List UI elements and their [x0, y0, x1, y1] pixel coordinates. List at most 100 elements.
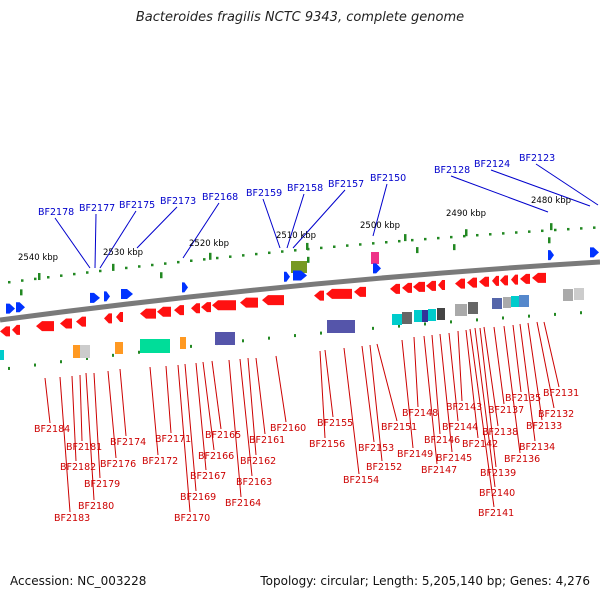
reverse-leader-line: [239, 358, 253, 477]
reverse-leader-line: [177, 364, 191, 513]
kbp-tick-labels: 2480 kbp 2490 kbp 2500 kbp 2510 kbp 2520 kbp…: [18, 196, 571, 263]
feature-box: [392, 314, 402, 325]
genome-backbone: [0, 259, 600, 323]
scale-dot: [34, 277, 37, 281]
scale-dot: [73, 272, 76, 276]
forward-gene-label: BF2150: [370, 173, 406, 184]
reverse-gene-label: BF2182: [60, 462, 96, 473]
reverse-gene-label: BF2161: [249, 435, 285, 446]
reverse-gene-label: BF2160: [270, 423, 306, 434]
reverse-leader-line: [512, 324, 522, 393]
track-dot: [60, 360, 62, 364]
forward-gene-arrow: [293, 270, 307, 281]
reverse-leader-line: [119, 368, 127, 437]
scale-dot: [177, 260, 180, 264]
scale-dot: [398, 239, 401, 243]
reverse-leader-line: [247, 357, 257, 456]
reverse-gene-label: BF2145: [436, 453, 472, 464]
scale-dot: [21, 279, 24, 282]
reverse-gene-label: BF2176: [100, 459, 136, 470]
feature-box: [414, 310, 422, 322]
forward-leader-line: [94, 213, 97, 269]
feature-box: [0, 350, 4, 360]
scale-dot: [463, 234, 466, 238]
reverse-leader-line: [319, 350, 326, 439]
reverse-gene-label: BF2162: [240, 456, 276, 467]
map-title: Bacteroides fragilis NCTC 9343, complete…: [135, 10, 465, 25]
reverse-gene-label: BF2181: [66, 442, 102, 453]
kbp-tick-label: 2500 kbp: [360, 221, 400, 231]
reverse-gene-label: BF2134: [519, 442, 555, 453]
forward-gene-label: BF2173: [160, 196, 196, 207]
major-tick: [465, 229, 468, 237]
track-dot: [554, 312, 556, 316]
forward-leader-line: [372, 183, 388, 237]
reverse-gene-label: BF2156: [309, 439, 345, 450]
scale-dot: [203, 258, 206, 261]
forward-leader-line: [54, 217, 91, 269]
reverse-leader-line: [202, 361, 215, 451]
scale-dot: [372, 242, 375, 245]
reverse-gene-label: BF2183: [54, 513, 90, 524]
minor-tick: [548, 237, 551, 244]
reverse-gene-label: BF2172: [142, 456, 178, 467]
reverse-leader-line: [107, 370, 117, 459]
forward-leader-line: [99, 210, 137, 269]
reverse-leader-line: [431, 334, 441, 435]
feature-box: [574, 288, 584, 300]
minor-tick: [416, 247, 419, 254]
reverse-leader-line: [536, 321, 555, 409]
track-dot: [320, 331, 322, 335]
track-dot: [502, 316, 504, 320]
major-tick: [209, 252, 212, 260]
gene-arrows: [0, 247, 599, 337]
reverse-gene-label: BF2154: [343, 475, 379, 486]
scale-dot: [333, 245, 336, 248]
forward-leader-line: [490, 169, 591, 207]
scale-dot: [346, 244, 349, 247]
reverse-gene-arrow: [500, 275, 508, 286]
minor-tick: [307, 256, 310, 263]
reverse-gene-label: BF2144: [442, 422, 478, 433]
reverse-leader-line: [369, 344, 383, 462]
track-dot: [476, 318, 478, 322]
reverse-leader-line: [44, 377, 51, 424]
reverse-leader-line: [423, 335, 438, 465]
scale-dot: [47, 276, 50, 279]
reverse-gene-label: BF2165: [205, 430, 241, 441]
label-leader-lines: [44, 163, 599, 513]
scale-dot: [567, 227, 570, 231]
reverse-leader-line: [165, 365, 172, 434]
kbp-tick-label: 2480 kbp: [531, 196, 571, 206]
track-dot: [450, 320, 452, 324]
feature-boxes: [0, 252, 584, 360]
reverse-leader-line: [361, 345, 375, 443]
reverse-gene-label: BF2137: [488, 405, 524, 416]
reverse-gene-label: BF2147: [421, 465, 457, 476]
reverse-leader-line: [457, 330, 463, 402]
reverse-leader-line: [324, 349, 334, 418]
reverse-gene-arrow: [191, 303, 200, 314]
reverse-leader-line: [493, 326, 505, 405]
reverse-leader-line: [85, 372, 95, 501]
reverse-gene-arrow: [511, 274, 518, 285]
scale-dot: [164, 262, 167, 265]
scale-dot: [268, 251, 271, 255]
track-dot: [8, 366, 10, 370]
reverse-leader-line: [543, 321, 560, 388]
scale-dot: [281, 250, 284, 253]
major-tick: [38, 273, 41, 281]
reverse-gene-label: BF2164: [225, 498, 261, 509]
reverse-gene-arrow: [212, 300, 236, 311]
forward-gene-label: BF2178: [38, 207, 74, 218]
reverse-leader-line: [503, 325, 521, 454]
reverse-gene-arrow: [76, 316, 86, 327]
reverse-gene-label: BF2132: [538, 409, 574, 420]
scale-dot: [450, 235, 453, 239]
forward-gene-arrow: [373, 263, 381, 274]
feature-box: [455, 304, 467, 316]
kbp-tick-label: 2520 kbp: [189, 239, 229, 249]
reverse-gene-label: BF2184: [34, 424, 70, 435]
reverse-gene-arrow: [532, 272, 546, 283]
minor-tick: [160, 272, 163, 279]
